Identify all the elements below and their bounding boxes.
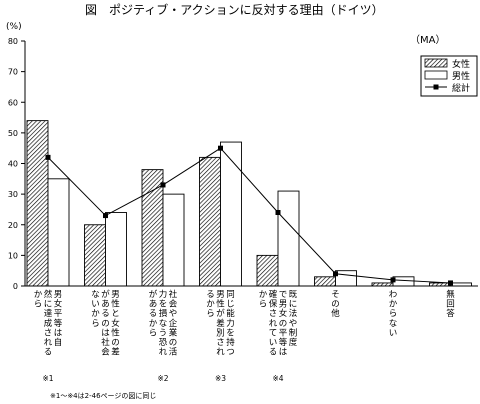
total-point-4	[275, 210, 281, 215]
total-point-2	[160, 182, 166, 188]
bar-female-4	[256, 254, 279, 287]
legend-label-male: 男性	[452, 70, 470, 82]
x-label-0-col-2: から	[34, 290, 43, 310]
bar-male-6	[392, 276, 415, 287]
total-point-5	[333, 271, 338, 277]
chart-title: 図 ポジティブ・アクションに反対する理由（ドイツ）	[85, 2, 384, 17]
y-tick-label: 60	[8, 98, 18, 107]
y-tick-label: 10	[8, 251, 18, 260]
multiple-answer-note: （MA）	[410, 34, 445, 46]
y-axis-ticks: 0 10 20 30 40 50 60 70 80	[8, 37, 25, 291]
x-label-5-col-0: その他	[331, 290, 340, 319]
legend-swatch-female	[424, 58, 448, 68]
x-label-1-col-0: 男性と女性の差	[111, 290, 120, 358]
legend-label-total: 総計	[452, 82, 470, 94]
x-label-note-0: ※1	[42, 374, 53, 383]
legend-marker-total	[433, 84, 439, 90]
bar-male-5	[335, 270, 357, 287]
x-label-2-col-0: 社会や企業の活	[169, 289, 178, 358]
total-point-3	[218, 145, 223, 151]
y-tick-label: 50	[8, 129, 18, 138]
bar-male-1	[105, 212, 127, 287]
x-label-0-col-1: 然に達成される	[44, 289, 53, 358]
bar-female-0	[26, 120, 49, 287]
x-label-4-col-0: 既に法や制度	[289, 290, 298, 348]
bar-male-3	[220, 141, 242, 287]
bar-male-2	[162, 193, 185, 287]
footnote: ※1～※4は2-46ページの図に同じ	[50, 392, 156, 400]
y-tick-label: 0	[13, 282, 18, 291]
bar-female-5	[314, 276, 336, 287]
bar-male-4	[277, 190, 300, 287]
x-label-4-col-1: で男女の平等は	[279, 290, 288, 358]
x-label-1-col-2: ないから	[91, 290, 100, 329]
total-point-1	[103, 213, 108, 219]
x-label-note-3: ※3	[215, 374, 226, 383]
x-label-4-col-2: 確保されている	[269, 289, 278, 358]
x-label-3-col-1: 男性が差別され	[216, 290, 225, 358]
x-label-3-col-0: 同じ能力を持つ	[226, 290, 235, 358]
y-tick-label: 70	[8, 68, 18, 77]
x-label-7-col-0: 無回答	[446, 289, 455, 319]
x-label-4-col-3: から	[259, 290, 268, 310]
y-axis-unit: (%)	[6, 22, 22, 32]
x-label-note-4: ※4	[272, 374, 283, 383]
legend-swatch-male	[424, 70, 448, 80]
x-label-note-2: ※2	[157, 374, 168, 383]
x-axis-labels: 男女平等は自然に達成されるから※1男性と女性の差があるのは社会ないから社会や企業…	[34, 289, 456, 383]
y-tick-label: 20	[8, 221, 18, 230]
bar-male-0	[47, 178, 70, 287]
legend: 女性 男性 総計	[420, 55, 478, 97]
bar-female-3	[199, 156, 221, 287]
x-label-1-col-1: があるのは社会	[101, 289, 110, 358]
bar-female-1	[84, 224, 106, 287]
x-label-2-col-2: があるから	[149, 289, 158, 338]
total-point-0	[45, 154, 51, 160]
bars	[26, 120, 472, 287]
total-point-7	[448, 280, 453, 286]
total-point-6	[390, 277, 396, 283]
total-line-path	[47, 147, 451, 284]
x-label-3-col-2: るから	[206, 290, 215, 319]
y-tick-label: 40	[8, 160, 18, 169]
total-line	[45, 145, 453, 286]
legend-label-female: 女性	[452, 58, 470, 70]
y-tick-label: 30	[8, 190, 18, 199]
x-label-0-col-0: 男女平等は自	[54, 290, 63, 348]
x-label-2-col-1: 力を損なう恐れ	[159, 289, 168, 358]
x-label-6-col-0: わからない	[389, 290, 398, 338]
y-tick-label: 80	[8, 37, 18, 46]
